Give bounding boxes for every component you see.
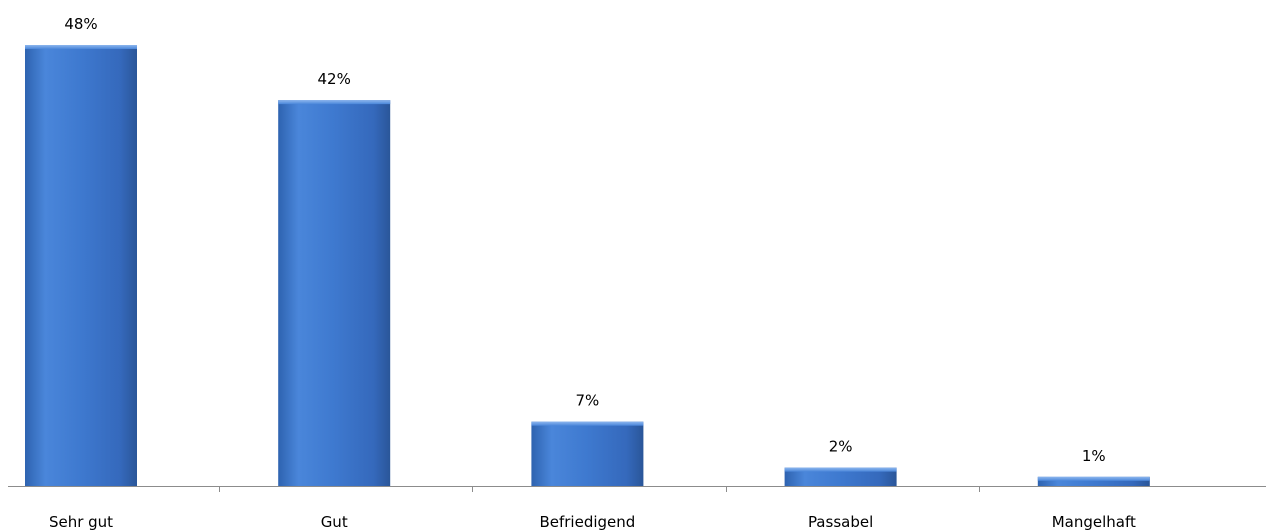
bar-0: [25, 45, 137, 486]
bars-group: [25, 45, 1150, 486]
x-tick-label: Passabel: [808, 513, 873, 531]
data-label: 42%: [318, 70, 351, 88]
bar-2: [531, 421, 644, 486]
bar-top-highlight: [784, 467, 897, 472]
bar-top-highlight: [531, 421, 644, 426]
data-labels-group: 48% 42% 7% 2% 1%: [64, 15, 1105, 465]
bar-body: [784, 467, 897, 486]
bar-1: [278, 100, 391, 486]
bar-body: [278, 100, 391, 486]
x-tick-label: Mangelhaft: [1052, 513, 1136, 531]
bar-4: [1037, 476, 1150, 486]
bar-body: [1037, 476, 1150, 486]
x-tick-label: Sehr gut: [49, 513, 113, 531]
bar-body: [25, 45, 137, 486]
bar-top-highlight: [278, 100, 391, 105]
data-label: 48%: [64, 15, 97, 33]
bar-3: [784, 467, 897, 486]
bar-body: [531, 421, 644, 486]
bar-top-highlight: [25, 45, 137, 49]
x-tick-label: Gut: [321, 513, 348, 531]
tick-labels-group: Sehr gut Gut Befriedigend Passabel Mangelhaf…: [49, 513, 1136, 531]
bar-top-highlight: [1037, 476, 1150, 481]
data-label: 1%: [1082, 447, 1106, 465]
x-tick-label: Befriedigend: [539, 513, 635, 531]
data-label: 2%: [829, 438, 853, 456]
x-axis: [8, 486, 1266, 492]
data-label: 7%: [576, 392, 600, 410]
